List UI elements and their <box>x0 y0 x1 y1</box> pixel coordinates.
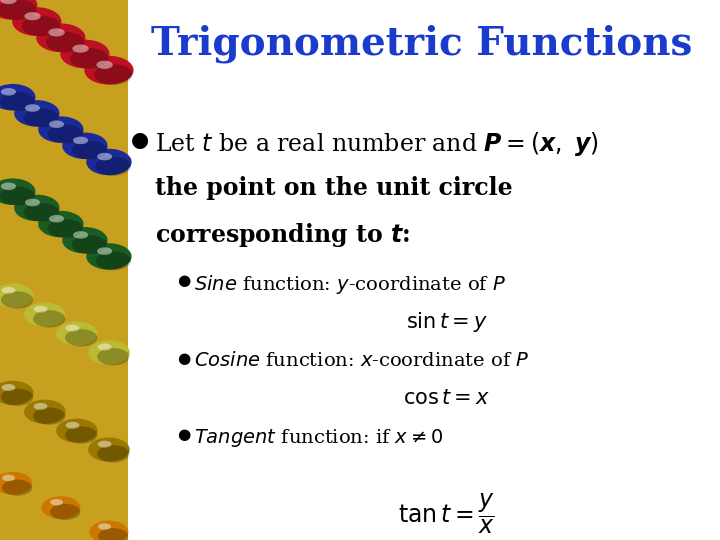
Ellipse shape <box>62 227 107 254</box>
Text: $\cos t = x$: $\cos t = x$ <box>403 389 490 408</box>
Ellipse shape <box>70 48 109 69</box>
Ellipse shape <box>42 496 81 519</box>
Ellipse shape <box>48 28 65 37</box>
Ellipse shape <box>24 12 41 21</box>
Ellipse shape <box>98 343 112 350</box>
Bar <box>0 0 128 540</box>
Ellipse shape <box>1 88 16 96</box>
Ellipse shape <box>65 329 97 347</box>
Ellipse shape <box>2 475 15 481</box>
Ellipse shape <box>50 499 63 505</box>
Ellipse shape <box>73 44 89 53</box>
Text: the point on the unit circle: the point on the unit circle <box>155 176 513 199</box>
Ellipse shape <box>60 39 109 69</box>
Ellipse shape <box>71 235 107 254</box>
Ellipse shape <box>22 16 60 36</box>
Ellipse shape <box>50 504 81 520</box>
Ellipse shape <box>0 381 34 405</box>
Ellipse shape <box>14 194 60 221</box>
Ellipse shape <box>25 199 40 206</box>
Ellipse shape <box>48 125 83 143</box>
Ellipse shape <box>1 287 15 294</box>
Ellipse shape <box>12 7 61 36</box>
Ellipse shape <box>86 243 132 270</box>
Ellipse shape <box>34 403 48 410</box>
Ellipse shape <box>73 231 88 239</box>
Text: $\sin t = y$: $\sin t = y$ <box>405 310 487 334</box>
Text: ●: ● <box>131 130 150 150</box>
Ellipse shape <box>46 32 84 52</box>
Text: $\mathit{Cosine}$ function: $x$-coordinate of $P$: $\mathit{Cosine}$ function: $x$-coordina… <box>194 351 530 370</box>
Ellipse shape <box>89 521 128 540</box>
Ellipse shape <box>24 108 59 127</box>
Ellipse shape <box>24 302 66 327</box>
Ellipse shape <box>56 321 98 346</box>
Ellipse shape <box>62 132 107 159</box>
Ellipse shape <box>33 310 66 327</box>
Ellipse shape <box>36 23 86 52</box>
Ellipse shape <box>38 211 84 238</box>
Ellipse shape <box>84 56 134 85</box>
Ellipse shape <box>0 186 35 206</box>
Ellipse shape <box>73 137 88 144</box>
Ellipse shape <box>0 0 17 4</box>
Ellipse shape <box>66 422 79 429</box>
Ellipse shape <box>1 292 33 309</box>
Text: $\mathit{Tangent}$ function: if $x \neq 0$: $\mathit{Tangent}$ function: if $x \neq … <box>194 427 444 449</box>
Ellipse shape <box>1 183 16 190</box>
Text: corresponding to $\boldsymbol{t}$:: corresponding to $\boldsymbol{t}$: <box>155 221 410 249</box>
Ellipse shape <box>0 0 37 20</box>
Ellipse shape <box>0 92 35 111</box>
Ellipse shape <box>38 116 84 143</box>
Ellipse shape <box>1 384 15 391</box>
Text: ●: ● <box>177 351 190 366</box>
Text: ●: ● <box>177 427 190 442</box>
Ellipse shape <box>65 427 97 444</box>
Ellipse shape <box>24 400 66 424</box>
Ellipse shape <box>0 178 35 205</box>
Ellipse shape <box>25 104 40 112</box>
Text: $\mathit{Sine}$ function: $y$-coordinate of $P$: $\mathit{Sine}$ function: $y$-coordinate… <box>194 273 506 296</box>
Ellipse shape <box>96 60 113 69</box>
Ellipse shape <box>0 0 36 20</box>
Ellipse shape <box>66 325 79 332</box>
Ellipse shape <box>49 215 64 222</box>
Ellipse shape <box>14 100 60 126</box>
Ellipse shape <box>0 84 35 111</box>
Ellipse shape <box>2 480 32 496</box>
Text: ●: ● <box>177 273 190 288</box>
Ellipse shape <box>0 472 32 495</box>
Ellipse shape <box>56 418 98 443</box>
Text: $\tan t = \dfrac{y}{x}$: $\tan t = \dfrac{y}{x}$ <box>398 491 495 536</box>
Ellipse shape <box>48 219 83 238</box>
Ellipse shape <box>1 388 33 406</box>
Ellipse shape <box>98 523 111 530</box>
Ellipse shape <box>98 441 112 448</box>
Ellipse shape <box>71 140 107 160</box>
Ellipse shape <box>97 247 112 255</box>
Ellipse shape <box>98 528 128 540</box>
Ellipse shape <box>94 64 132 85</box>
Ellipse shape <box>88 340 130 364</box>
Ellipse shape <box>97 153 112 160</box>
Ellipse shape <box>97 348 130 365</box>
Ellipse shape <box>88 437 130 462</box>
Ellipse shape <box>0 284 34 308</box>
Ellipse shape <box>96 157 131 176</box>
Ellipse shape <box>96 252 131 271</box>
Ellipse shape <box>86 148 132 175</box>
Text: Let $t$ be a real number and $\boldsymbol{P} = (\boldsymbol{x},\ \boldsymbol{y}): Let $t$ be a real number and $\boldsymbo… <box>155 130 598 158</box>
Ellipse shape <box>33 407 66 424</box>
Ellipse shape <box>34 306 48 313</box>
Ellipse shape <box>49 120 64 128</box>
Text: Trigonometric Functions: Trigonometric Functions <box>150 24 692 63</box>
Ellipse shape <box>97 445 130 462</box>
Ellipse shape <box>24 203 59 221</box>
